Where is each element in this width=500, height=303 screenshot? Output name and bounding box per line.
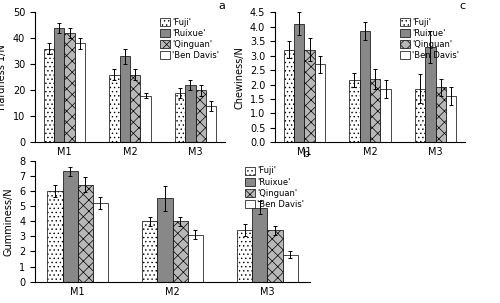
Y-axis label: Chewiness/N: Chewiness/N [234,46,244,109]
Text: b: b [303,149,310,159]
Legend: 'Fuji', 'Ruixue', 'Qinguan', 'Ben Davis': 'Fuji', 'Ruixue', 'Qinguan', 'Ben Davis' [158,16,221,62]
Bar [304,50,315,142]
Bar [188,235,203,282]
Y-axis label: Hardness 1/N: Hardness 1/N [0,45,8,110]
Bar [414,89,425,142]
Bar [120,56,130,142]
Bar [54,28,64,142]
Bar [446,96,456,142]
Bar [140,95,151,142]
Bar [78,185,93,282]
Bar [48,191,62,282]
Bar [196,90,206,142]
Y-axis label: Gumminess/N: Gumminess/N [4,187,14,255]
Bar [130,75,140,142]
Bar [349,80,360,142]
Legend: 'Fuji', 'Ruixue', 'Qinguan', 'Ben Davis': 'Fuji', 'Ruixue', 'Qinguan', 'Ben Davis' [243,165,306,210]
Bar [315,64,326,142]
Bar [380,89,391,142]
Text: a: a [218,1,225,11]
Bar [44,48,54,142]
Bar [206,106,216,142]
Bar [237,230,252,282]
Bar [158,198,172,282]
Bar [268,230,282,282]
Bar [284,50,294,142]
Bar [109,75,120,142]
Bar [172,221,188,282]
Bar [425,47,436,142]
Bar [185,85,196,142]
Bar [93,203,108,282]
Bar [436,87,446,142]
Bar [252,208,268,282]
Legend: 'Fuji', 'Ruixue', 'Qinguan', 'Ben Davis': 'Fuji', 'Ruixue', 'Qinguan', 'Ben Davis' [398,16,461,62]
Bar [294,24,304,142]
Bar [174,93,185,142]
Bar [62,171,78,282]
Text: c: c [459,1,465,11]
Bar [370,79,380,142]
Bar [64,33,75,142]
Bar [142,221,158,282]
Bar [360,31,370,142]
Bar [75,43,86,142]
Bar [282,255,298,282]
